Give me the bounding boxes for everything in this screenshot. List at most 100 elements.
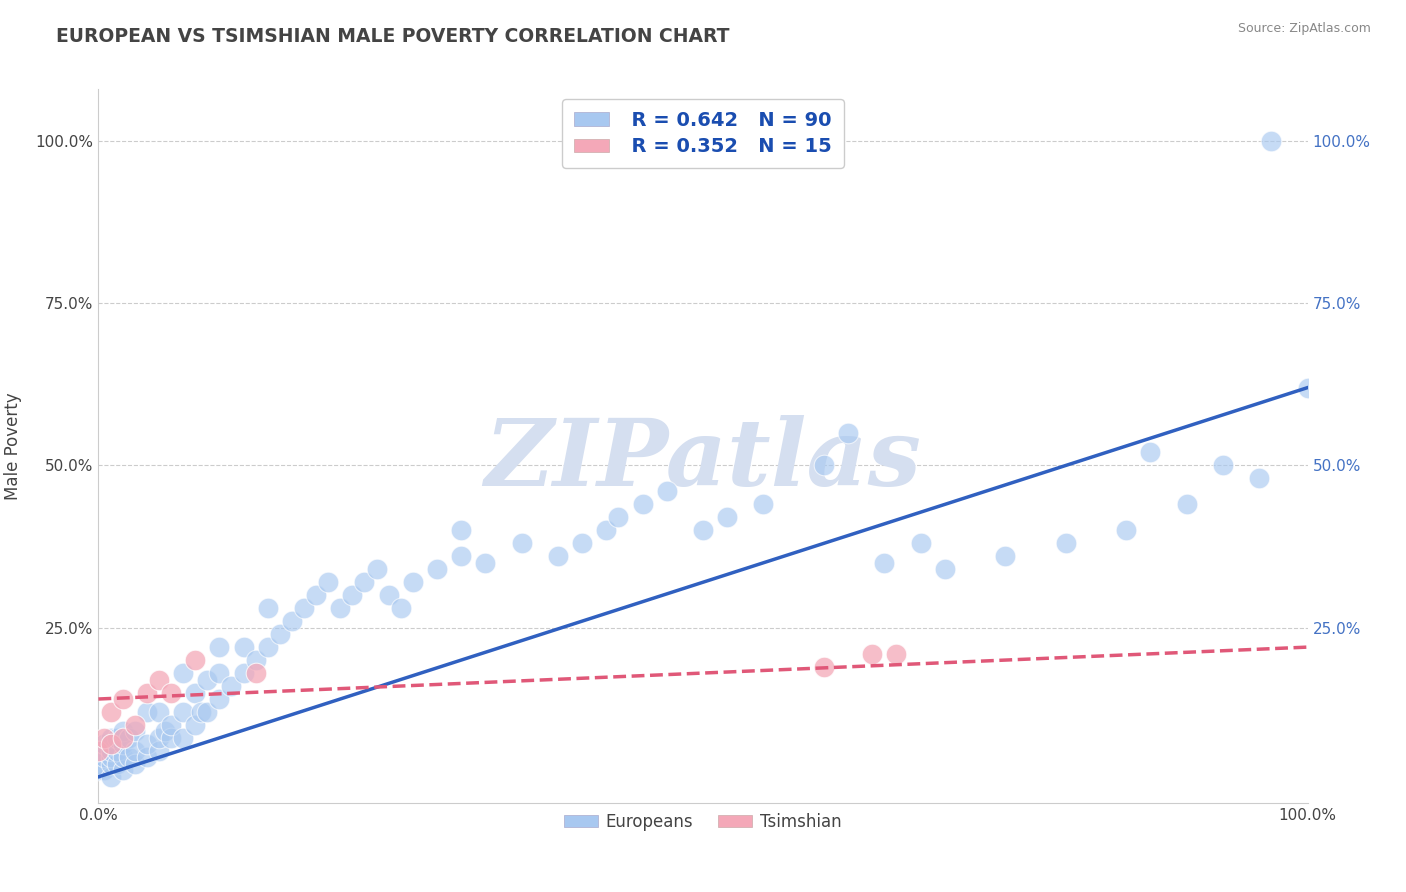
Point	[124, 756, 146, 771]
Point	[195, 705, 218, 719]
Point	[716, 510, 738, 524]
Point	[87, 764, 110, 778]
Point	[692, 524, 714, 538]
Legend: Europeans, Tsimshian: Europeans, Tsimshian	[558, 806, 848, 838]
Point	[1296, 381, 1319, 395]
Point	[655, 484, 678, 499]
Point	[135, 750, 157, 764]
Point	[135, 705, 157, 719]
Point	[232, 640, 254, 654]
Point	[813, 659, 835, 673]
Point	[160, 685, 183, 699]
Point	[813, 134, 835, 148]
Point	[172, 705, 194, 719]
Point	[124, 718, 146, 732]
Point	[342, 588, 364, 602]
Point	[93, 738, 115, 752]
Point	[124, 744, 146, 758]
Point	[148, 705, 170, 719]
Point	[184, 685, 207, 699]
Point	[105, 731, 128, 745]
Point	[184, 653, 207, 667]
Point	[1260, 134, 1282, 148]
Point	[426, 562, 449, 576]
Y-axis label: Male Poverty: Male Poverty	[4, 392, 21, 500]
Point	[245, 653, 267, 667]
Point	[547, 549, 569, 564]
Point	[402, 575, 425, 590]
Point	[305, 588, 328, 602]
Point	[111, 738, 134, 752]
Point	[172, 666, 194, 681]
Point	[87, 744, 110, 758]
Point	[100, 750, 122, 764]
Point	[1139, 445, 1161, 459]
Text: Source: ZipAtlas.com: Source: ZipAtlas.com	[1237, 22, 1371, 36]
Point	[1175, 497, 1198, 511]
Point	[353, 575, 375, 590]
Point	[934, 562, 956, 576]
Point	[93, 750, 115, 764]
Point	[111, 731, 134, 745]
Point	[105, 756, 128, 771]
Point	[256, 601, 278, 615]
Point	[118, 750, 141, 764]
Point	[208, 692, 231, 706]
Point	[148, 731, 170, 745]
Point	[631, 497, 654, 511]
Point	[474, 556, 496, 570]
Point	[111, 764, 134, 778]
Point	[1212, 458, 1234, 473]
Point	[100, 738, 122, 752]
Point	[329, 601, 352, 615]
Point	[87, 744, 110, 758]
Point	[910, 536, 932, 550]
Point	[510, 536, 533, 550]
Point	[450, 549, 472, 564]
Point	[366, 562, 388, 576]
Point	[105, 744, 128, 758]
Point	[148, 673, 170, 687]
Point	[377, 588, 399, 602]
Point	[184, 718, 207, 732]
Point	[135, 685, 157, 699]
Point	[571, 536, 593, 550]
Point	[1249, 471, 1271, 485]
Point	[87, 756, 110, 771]
Point	[232, 666, 254, 681]
Point	[172, 731, 194, 745]
Point	[148, 744, 170, 758]
Point	[281, 614, 304, 628]
Point	[837, 425, 859, 440]
Point	[860, 647, 883, 661]
Point	[595, 524, 617, 538]
Point	[111, 724, 134, 739]
Point	[752, 497, 775, 511]
Point	[124, 724, 146, 739]
Point	[111, 750, 134, 764]
Point	[607, 510, 630, 524]
Point	[316, 575, 339, 590]
Point	[208, 640, 231, 654]
Point	[160, 718, 183, 732]
Point	[450, 524, 472, 538]
Point	[100, 744, 122, 758]
Text: EUROPEAN VS TSIMSHIAN MALE POVERTY CORRELATION CHART: EUROPEAN VS TSIMSHIAN MALE POVERTY CORRE…	[56, 27, 730, 45]
Point	[245, 666, 267, 681]
Point	[873, 556, 896, 570]
Point	[93, 731, 115, 745]
Point	[1115, 524, 1137, 538]
Point	[195, 673, 218, 687]
Point	[118, 731, 141, 745]
Point	[886, 647, 908, 661]
Point	[1054, 536, 1077, 550]
Point	[100, 731, 122, 745]
Point	[93, 764, 115, 778]
Point	[256, 640, 278, 654]
Point	[100, 770, 122, 784]
Point	[389, 601, 412, 615]
Point	[100, 705, 122, 719]
Point	[153, 724, 176, 739]
Point	[111, 692, 134, 706]
Point	[221, 679, 243, 693]
